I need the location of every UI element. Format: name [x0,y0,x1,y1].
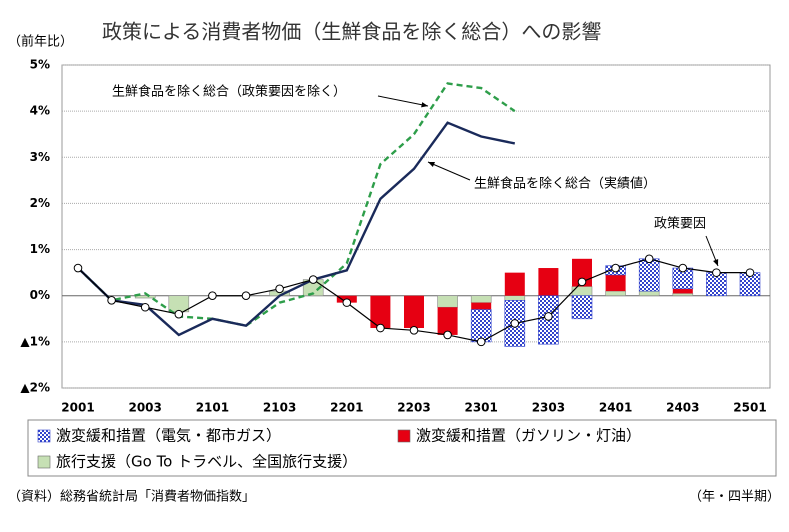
bar [168,295,190,313]
marker [678,263,688,273]
bar [571,295,593,320]
x-tick-label: 2101 [196,401,229,415]
x-tick-label: 2303 [532,401,565,415]
x-tick-label: 2403 [666,401,699,415]
bar [437,307,458,335]
marker [174,309,184,319]
annotation-arrow [377,95,429,107]
series-label: 生鮮食品を除く総合（政策要因を除く） [112,84,346,100]
marker [208,291,217,301]
marker [443,330,452,340]
y-tick-label: 1% [30,242,50,256]
marker [745,268,755,277]
x-axis-label: （年・四半期） [689,490,780,505]
x-tick-label: 2001 [61,401,94,415]
y-tick-label: ▲1% [20,334,50,348]
bar [672,288,693,294]
x-tick-label: 2401 [599,401,632,415]
bar [470,309,492,343]
bar [470,295,492,303]
marker [73,263,83,273]
bar [404,295,424,329]
x-tick-label: 2203 [397,401,430,415]
annotation-arrow [427,161,471,181]
legend-label: 旅行支援（Go To トラベル、全国旅行支援） [56,453,357,471]
legend-swatch [37,429,51,443]
bar [571,286,593,297]
bar [504,272,525,296]
bar [471,302,492,310]
legend-swatch [397,429,411,443]
marker [342,298,352,307]
legend-label: 激変緩和措置（ガソリン・灯油） [416,427,641,445]
marker [577,277,587,287]
legend-swatch [37,455,51,469]
x-tick-label: 2103 [263,401,296,415]
marker [712,268,721,277]
marker [241,291,251,301]
bar [638,290,660,297]
chart-title: 政策による消費者物価（生鮮食品を除く総合）への影響 [102,20,601,44]
line [77,121,516,337]
y-tick-label: 3% [30,150,50,164]
y-tick-label: 5% [30,58,50,72]
bar [504,295,526,301]
bar [605,290,626,297]
marker [611,263,620,273]
y-tick-label: 0% [30,288,50,302]
y-tick-label: ▲2% [20,381,50,395]
y-tick-label: 2% [30,196,50,210]
series-label: 政策要因 [654,216,706,232]
marker [544,312,553,321]
marker [409,326,419,335]
bar [134,295,156,299]
x-tick-label: 2201 [330,401,363,415]
bar [437,295,458,308]
marker [308,275,318,284]
line [77,82,516,327]
bar [370,295,391,329]
arrow-head [713,259,719,266]
y-axis-label: （前年比） [8,34,73,50]
marker [140,302,150,312]
bar [672,293,694,297]
bar [605,274,626,292]
source: （資料）総務省統計局「消費者物価指数」 [8,489,255,505]
legend-label: 激変緩和措置（電気・都市ガス） [56,427,281,445]
series-label: 生鮮食品を除く総合（実績値） [474,176,656,192]
marker [107,296,116,305]
marker [644,254,654,264]
arrow-head [428,162,435,168]
marker [476,337,486,347]
arrow-head [421,102,428,108]
marker [510,319,520,328]
marker [275,284,284,294]
legend-box [27,419,777,477]
x-tick-label: 2301 [464,401,497,415]
y-tick-label: 4% [30,104,50,118]
bar [638,258,660,292]
marker [376,323,385,333]
x-tick-label: 2003 [128,401,161,415]
bar [538,268,559,296]
x-tick-label: 2501 [733,401,766,415]
